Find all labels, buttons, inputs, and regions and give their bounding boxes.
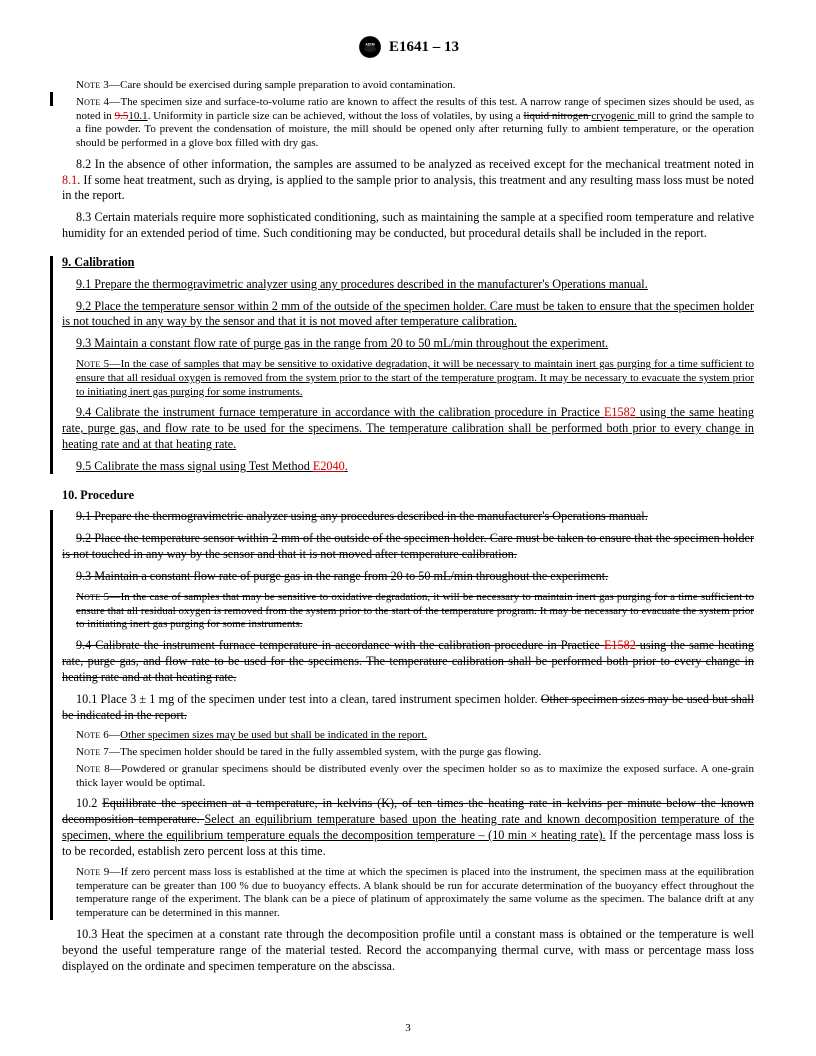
para-9-5: 9.5 Calibrate the mass signal using Test… bbox=[62, 459, 754, 475]
para-9-2: 9.2 Place the temperature sensor within … bbox=[62, 299, 754, 331]
section-10-deleted-block: 9.1 Prepare the thermogravimetric analyz… bbox=[62, 509, 754, 920]
para-9-3: 9.3 Maintain a constant flow rate of pur… bbox=[62, 336, 754, 352]
note-3: Note 3—Care should be exercised during s… bbox=[76, 79, 754, 93]
section-10-heading: 10. Procedure bbox=[62, 488, 754, 504]
para-10-3: 10.3 Heat the specimen at a constant rat… bbox=[62, 927, 754, 975]
note-9: Note 9—If zero percent mass loss is esta… bbox=[76, 866, 754, 921]
note-6: Note 6—Other specimen sizes may be used … bbox=[76, 729, 754, 743]
document-body: Note 3—Care should be exercised during s… bbox=[62, 79, 754, 974]
page-number: 3 bbox=[0, 1022, 816, 1034]
section-9-block: 9. Calibration 9.1 Prepare the thermogra… bbox=[62, 255, 754, 475]
del-note-5: Note 5—In the case of samples that may b… bbox=[76, 591, 754, 632]
astm-logo-icon: ASTM bbox=[357, 34, 383, 60]
del-9-4: 9.4 Calibrate the instrument furnace tem… bbox=[62, 638, 754, 686]
note-5-new: Note 5—In the case of samples that may b… bbox=[76, 358, 754, 399]
para-10-2: 10.2 Equilibrate the specimen at a tempe… bbox=[62, 796, 754, 859]
para-9-1: 9.1 Prepare the thermogravimetric analyz… bbox=[62, 277, 754, 293]
para-10-1: 10.1 Place 3 ± 1 mg of the specimen unde… bbox=[62, 692, 754, 724]
para-8-2: 8.2 In the absence of other information,… bbox=[62, 157, 754, 205]
page: ASTM E1641 – 13 Note 3—Care should be ex… bbox=[0, 0, 816, 1056]
del-9-2: 9.2 Place the temperature sensor within … bbox=[62, 531, 754, 563]
del-9-3: 9.3 Maintain a constant flow rate of pur… bbox=[62, 569, 754, 585]
para-8-3: 8.3 Certain materials require more sophi… bbox=[62, 210, 754, 242]
del-9-1: 9.1 Prepare the thermogravimetric analyz… bbox=[62, 509, 754, 525]
page-header: ASTM E1641 – 13 bbox=[62, 34, 754, 65]
change-bar-1: Note 3—Care should be exercised during s… bbox=[62, 79, 754, 151]
para-9-4: 9.4 Calibrate the instrument furnace tem… bbox=[62, 405, 754, 453]
section-9-heading: 9. Calibration bbox=[62, 255, 754, 271]
note-4: Note 4—The specimen size and surface-to-… bbox=[76, 96, 754, 151]
document-code: E1641 – 13 bbox=[389, 39, 459, 56]
note-8: Note 8—Powdered or granular specimens sh… bbox=[76, 763, 754, 791]
note-7: Note 7—The specimen holder should be tar… bbox=[76, 746, 754, 760]
